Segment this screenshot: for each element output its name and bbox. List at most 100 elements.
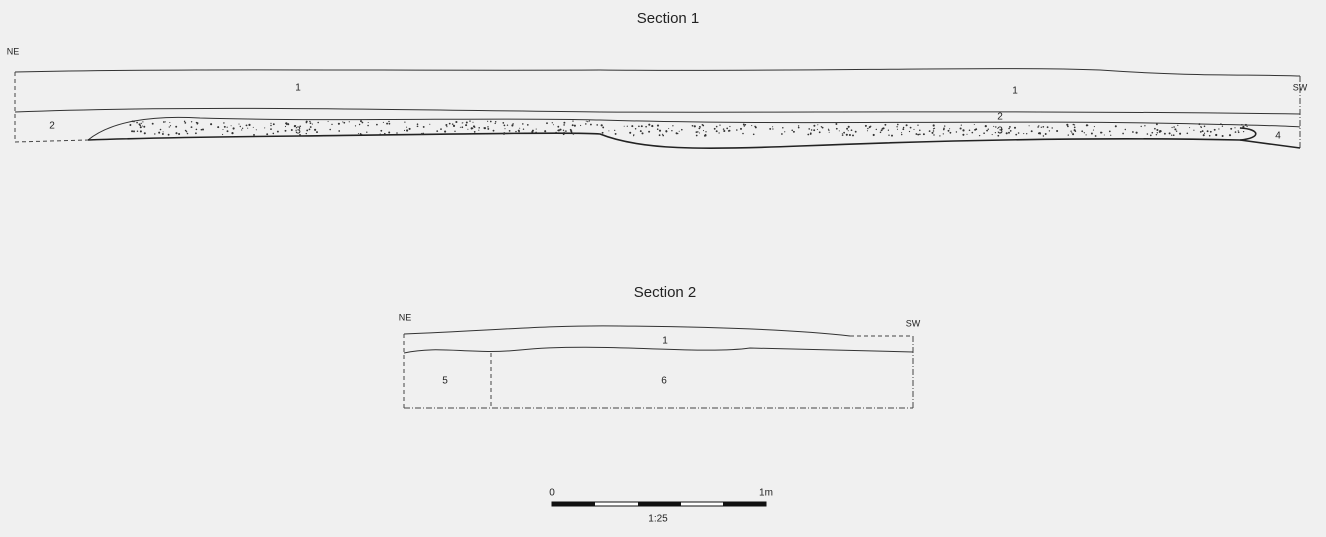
stipple-dot: [665, 130, 668, 133]
stipple-dot: [813, 124, 816, 127]
stipple-dot: [697, 131, 699, 133]
stipple-dot: [838, 130, 840, 132]
stipple-dot: [201, 128, 205, 131]
stipple-dot: [1144, 125, 1146, 127]
stipple-dot: [421, 133, 423, 135]
stipple-dot: [875, 128, 877, 131]
stipple-dot: [681, 128, 683, 131]
stipple-dot: [473, 126, 476, 128]
stipple-dot: [546, 122, 548, 125]
stipple-dot: [266, 133, 269, 136]
stipple-dot: [572, 133, 575, 135]
stipple-dot: [847, 125, 850, 128]
stipple-dot: [994, 131, 997, 134]
stipple-dot: [557, 125, 560, 128]
stipple-dot: [1151, 131, 1154, 134]
stipple-dot: [728, 129, 731, 132]
stipple-dot: [519, 127, 521, 129]
stipple-dot: [984, 125, 987, 128]
stipple-dot: [1209, 130, 1212, 133]
stipple-dot: [949, 131, 952, 134]
stipple-dot: [1100, 131, 1103, 134]
stipple-dot: [1171, 126, 1173, 129]
stipple-dot: [672, 125, 674, 127]
stipple-dot: [305, 121, 308, 124]
stipple-dot: [1221, 125, 1224, 127]
stipple-dot: [492, 129, 495, 132]
stipple-dot: [526, 124, 529, 126]
stipple-dot: [388, 122, 391, 125]
stipple-dot: [702, 130, 705, 132]
stipple-dot: [1073, 126, 1076, 129]
stipple-dot: [388, 131, 391, 134]
stipple-dot: [880, 129, 883, 132]
stipple-dot: [991, 134, 993, 136]
stipple-dot: [503, 124, 506, 127]
stipple-dot: [142, 121, 144, 123]
stipple-dot: [966, 133, 968, 135]
stipple-dot: [698, 132, 701, 134]
stipple-dot: [200, 128, 203, 131]
stipple-dot: [361, 133, 363, 135]
stipple-dot: [701, 124, 704, 126]
stipple-dot: [404, 121, 406, 123]
stipple-dot: [557, 129, 559, 132]
stipple-dot: [1073, 124, 1076, 126]
stipple-dot: [217, 126, 220, 129]
stipple-dot: [960, 124, 962, 126]
stipple-dot: [276, 130, 279, 133]
stipple-dot: [535, 131, 537, 134]
layer-label: 5: [442, 376, 448, 387]
stipple-dot: [248, 123, 251, 126]
stipple-dot: [723, 129, 726, 133]
stipple-dot: [715, 130, 718, 133]
stipple-dot: [1090, 132, 1093, 135]
stipple-dot: [440, 128, 442, 130]
stipple-dot: [971, 131, 974, 134]
stipple-dot: [232, 127, 235, 130]
stipple-dot: [358, 123, 361, 126]
stipple-dot: [270, 122, 272, 124]
stipple-dot: [1234, 127, 1236, 129]
stipple-dot: [913, 128, 915, 130]
layer-label: 6: [661, 376, 667, 387]
stipple-dot: [809, 133, 812, 135]
stipple-dot: [942, 128, 945, 131]
stipple-dot: [382, 121, 384, 123]
stipple-dot: [962, 133, 965, 136]
stipple-dot: [854, 130, 857, 133]
stipple-dot: [446, 126, 448, 128]
stipple-dot: [247, 127, 249, 129]
stipple-dot: [589, 123, 592, 126]
stipple-dot: [813, 129, 816, 132]
stipple-dot: [314, 128, 317, 131]
section-title: Section 2: [634, 284, 697, 301]
stipple-dot: [366, 131, 368, 133]
stipple-dot: [222, 133, 224, 136]
layer-label: 2: [49, 121, 55, 132]
stipple-dot: [342, 121, 344, 123]
stipple-dot: [902, 126, 905, 129]
stipple-dot: [383, 132, 386, 135]
stipple-dot: [489, 120, 492, 123]
stipple-dot: [1201, 130, 1204, 133]
stipple-dot: [469, 120, 471, 122]
stipple-dot: [354, 125, 357, 127]
stipple-dot: [290, 129, 293, 131]
stipple-dot: [850, 129, 853, 132]
stipple-dot: [1074, 130, 1077, 132]
stipple-dot: [309, 126, 312, 128]
stipple-dot: [1156, 128, 1159, 132]
stipple-dot: [585, 120, 587, 122]
stipple-dot: [306, 129, 309, 132]
stipple-dot: [820, 126, 823, 128]
stipple-dot: [416, 123, 419, 125]
stipple-dot: [1044, 133, 1047, 135]
stipple-dot: [997, 127, 999, 129]
stipple-dot: [949, 128, 951, 130]
stipple-dot: [226, 126, 228, 128]
stipple-dot: [143, 125, 146, 128]
stipple-dot: [1156, 132, 1159, 134]
stipple-dot: [270, 124, 272, 127]
stipple-dot: [872, 133, 875, 137]
